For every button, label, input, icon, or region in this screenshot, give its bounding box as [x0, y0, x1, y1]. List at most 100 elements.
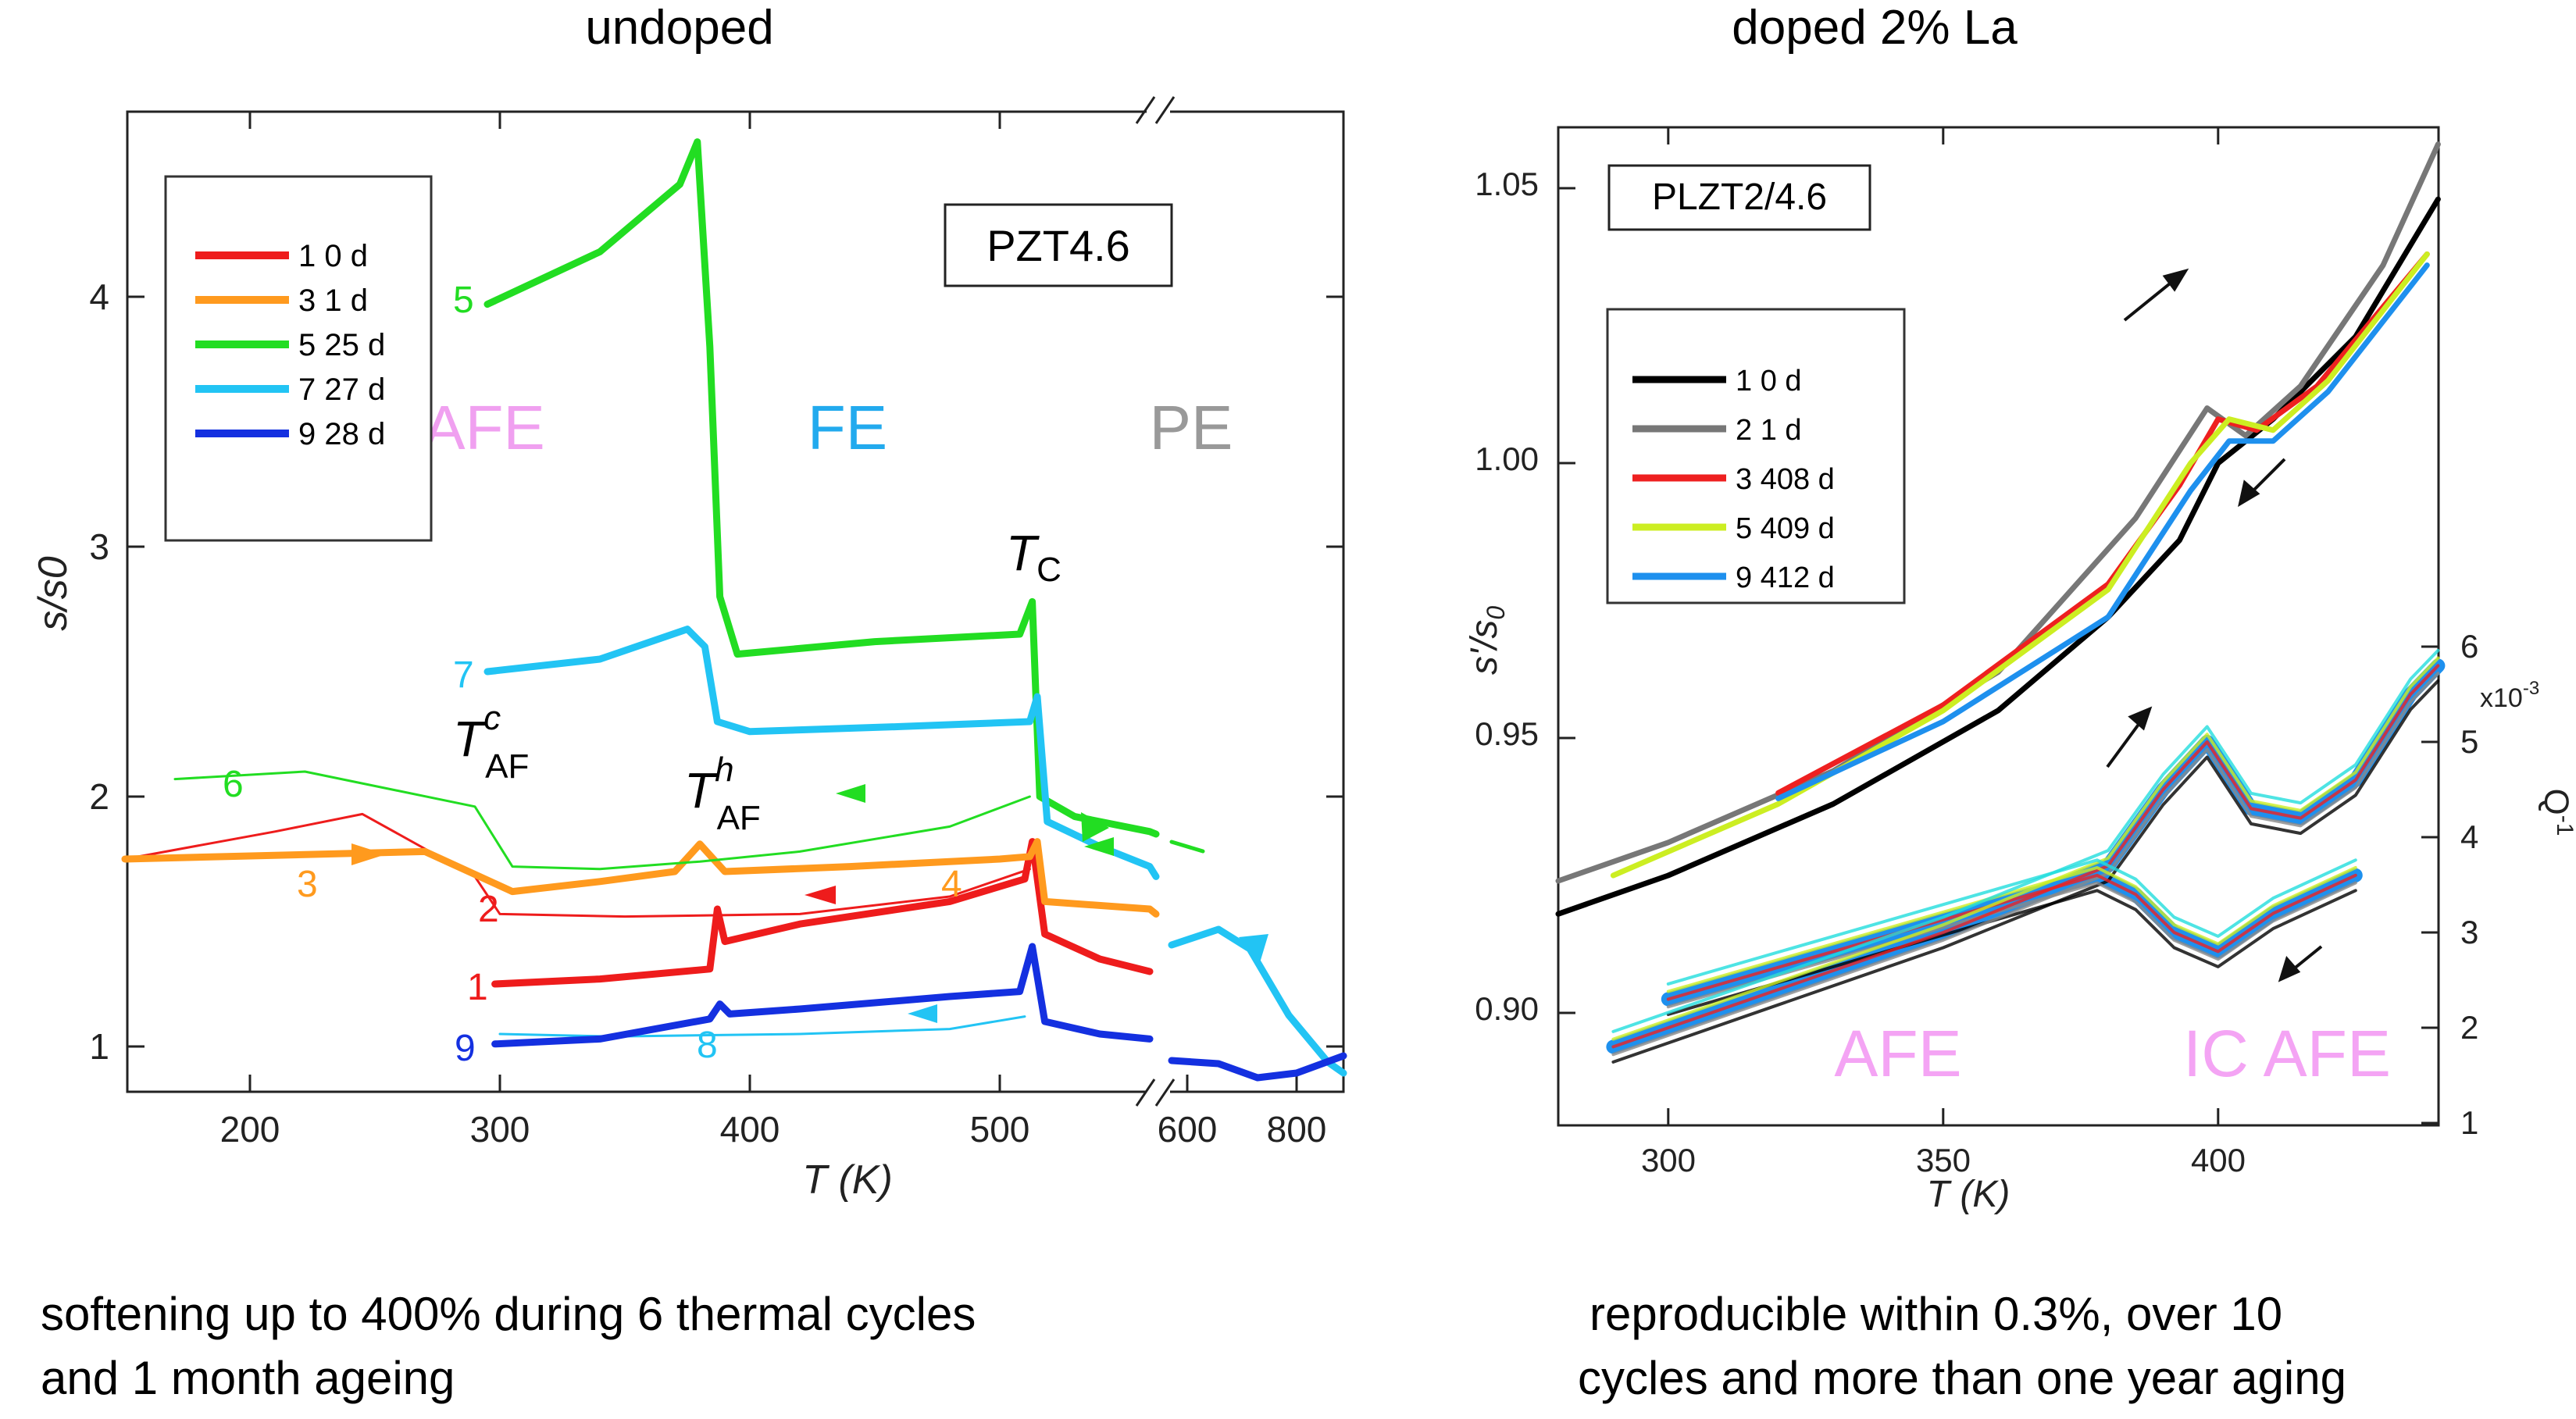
arrow-head [2162, 268, 2189, 292]
curve-label-6: 6 [223, 764, 244, 805]
left-caption-line1: softening up to 400% during 6 thermal cy… [41, 1288, 976, 1340]
legend-label-0: 1 0 d [298, 239, 368, 273]
left-x-axis-label: T (K) [802, 1157, 893, 1203]
y-tick-label-090: 0.90 [1475, 990, 1539, 1027]
arrow-head [2278, 955, 2301, 982]
y2-tick-label-6: 6 [2460, 628, 2478, 665]
q-overlay-heat-2 [1611, 664, 2440, 1049]
taf-h-label: Th AF [684, 751, 761, 837]
y2-tick-label-4: 4 [2460, 818, 2478, 855]
right-heading: doped 2% La [1732, 1, 2018, 55]
y2-tick-label-2: 2 [2460, 1009, 2478, 1046]
legend-label-4: 9 28 d [298, 417, 385, 451]
series-line-6 [173, 770, 1031, 871]
region-label-ic-afe: IC AFE [2183, 1017, 2391, 1090]
right-plot-frame [1557, 126, 2440, 1127]
y-tick-label-3: 3 [89, 526, 109, 567]
arrow-heating-blue-pe [1239, 934, 1268, 965]
region-label-afe: AFE [423, 393, 545, 462]
legend-label-4: 9 412 d [1736, 562, 1835, 594]
curve-label-5: 5 [453, 280, 474, 321]
region-label-afe: AFE [1834, 1017, 1961, 1090]
y-tick-label-095: 0.95 [1475, 715, 1539, 752]
left-chart-title: PZT4.6 [987, 221, 1130, 270]
region-label-pe: PE [1150, 393, 1233, 462]
left-caption-line2: and 1 month ageing [41, 1352, 455, 1404]
break-mark [1154, 96, 1176, 124]
series-line-3 [121, 838, 1160, 918]
series-line-s-1 [1555, 196, 2441, 917]
right-chart: 300 350 400 0.90 0.95 1.00 1.05 1 2 3 4 … [1464, 126, 2576, 1215]
left-heading: undoped [585, 1, 774, 55]
y2-tick-label-3: 3 [2460, 914, 2478, 950]
tc-label: TC [1006, 525, 1061, 589]
curve-label-3: 3 [297, 864, 318, 905]
right-legend [1606, 308, 1906, 604]
legend-label-1: 2 1 d [1736, 414, 1802, 447]
left-title-box [944, 203, 1173, 287]
right-y-axis-label: s'/s0 [1464, 606, 1510, 676]
arrow-heating-s [2123, 276, 2179, 322]
x-tick-label-500: 500 [970, 1109, 1030, 1150]
x-tick-label-300: 300 [1641, 1142, 1696, 1178]
legend-label-3: 5 409 d [1736, 512, 1835, 545]
q-overlay-heat-4 [1611, 648, 2440, 1033]
left-legend [164, 175, 433, 542]
x-tick-label-200: 200 [220, 1109, 280, 1150]
legend-label-3: 7 27 d [298, 373, 385, 407]
right-title-box [1607, 164, 1871, 231]
y-tick-label-100: 1.00 [1475, 440, 1539, 477]
q-overlay-heat-1 [1611, 672, 2440, 1057]
series-line-9-pe [1168, 1052, 1347, 1082]
series-line-5 [483, 138, 1160, 838]
left-direction-arrows [351, 784, 1268, 1023]
break-mark [1135, 1079, 1156, 1107]
arrow-head [2238, 480, 2260, 508]
left-chart: 200 300 400 500 600 800 1 2 3 4 T (K) s/… [30, 96, 1347, 1203]
y2-tick-label-1: 1 [2460, 1104, 2478, 1141]
break-mark [1154, 1079, 1176, 1107]
break-mark [1135, 96, 1156, 124]
y2-multiplier: x10-3 [2480, 678, 2539, 713]
y-tick-label-2: 2 [89, 776, 109, 817]
arrow-heating-3 [351, 843, 386, 865]
series-line-9 [491, 943, 1154, 1048]
x-tick-label-400: 400 [2191, 1142, 2246, 1178]
curve-label-1: 1 [467, 967, 488, 1008]
arrow-cooling-2 [805, 886, 836, 904]
region-label-fe: FE [808, 393, 887, 462]
right-y2-axis-label: Q-1 [2537, 789, 2576, 836]
left-plot-frame [126, 110, 1345, 1093]
series-line-6-pe [1169, 840, 1205, 854]
x-tick-label-400: 400 [720, 1109, 780, 1150]
y-tick-label-4: 4 [89, 276, 109, 317]
legend-label-2: 5 25 d [298, 328, 385, 362]
curve-label-7: 7 [453, 654, 474, 696]
arrow-cooling-green-pe [1084, 837, 1114, 856]
series-line-2 [123, 812, 1031, 918]
right-caption-line2: cycles and more than one year aging [1578, 1352, 2346, 1404]
right-x-axis-label: T (K) [1927, 1174, 2010, 1215]
legend-label-1: 3 1 d [298, 283, 368, 318]
y-tick-label-1: 1 [89, 1026, 109, 1067]
taf-c-label: Tc AF [453, 699, 529, 786]
curve-number-labels: 1 2 3 4 5 6 7 8 9 [223, 280, 962, 1069]
right-caption-line1: reproducible within 0.3%, over 10 [1589, 1288, 2283, 1340]
x-tick-label-800: 800 [1267, 1109, 1327, 1150]
curve-label-4: 4 [941, 864, 962, 905]
y2-tick-label-5: 5 [2460, 723, 2478, 760]
series-line-s-2 [1555, 141, 2441, 884]
q-overlay-cool-4 [1666, 858, 2357, 986]
arrow-cooling-6 [836, 784, 865, 803]
legend-label-0: 1 0 d [1736, 365, 1802, 398]
curve-label-9: 9 [455, 1028, 476, 1069]
curve-label-8: 8 [697, 1025, 718, 1066]
q-overlay-cool-3 [1666, 866, 2357, 993]
arrow-cooling-8 [908, 1004, 937, 1023]
right-direction-arrows [2106, 268, 2323, 982]
series-line-s-9 [1775, 262, 2430, 801]
right-chart-title: PLZT2/4.6 [1652, 176, 1827, 218]
x-tick-label-300: 300 [470, 1109, 530, 1150]
arrow-head [2128, 706, 2153, 731]
q-overlay-heat-3 [1611, 656, 2440, 1041]
